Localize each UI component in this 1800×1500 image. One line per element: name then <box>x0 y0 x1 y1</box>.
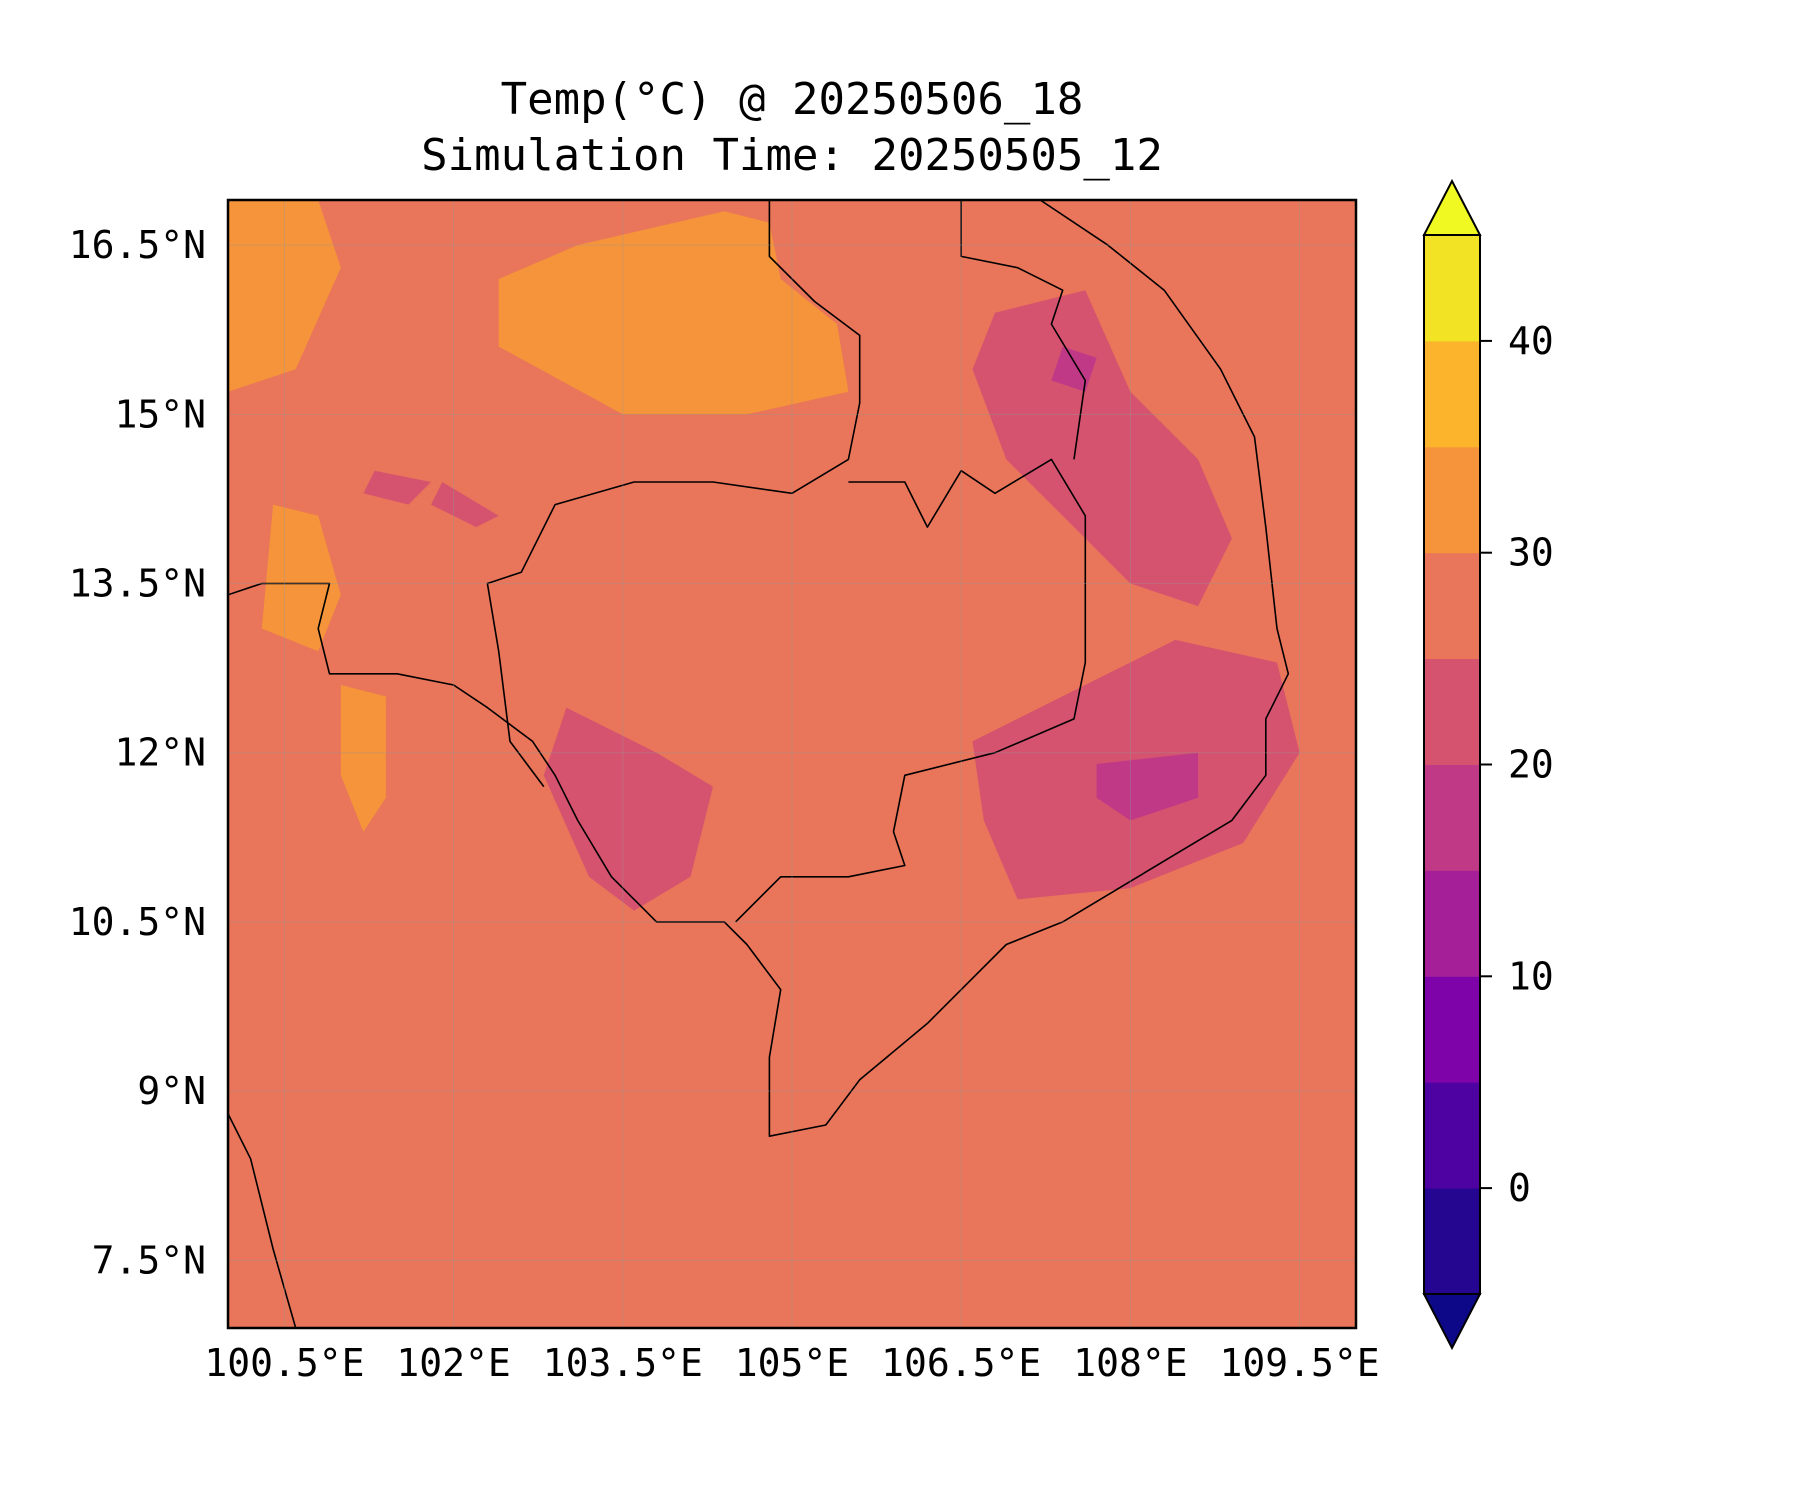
colorbar-segment <box>1424 340 1480 448</box>
country-border <box>960 200 1087 460</box>
colorbar-under-extension <box>1422 1293 1482 1351</box>
country-border <box>735 458 1087 923</box>
lon-tick-label: 109.5°E <box>1220 1341 1380 1385</box>
temperature-region-20-25 <box>363 470 431 505</box>
coastline <box>228 200 1290 1137</box>
temperature-region-30-35 <box>498 211 849 415</box>
temperature-region-20-25 <box>543 707 713 911</box>
lon-tick-label: 102°E <box>396 1341 510 1385</box>
lat-tick-label: 15°N <box>114 392 206 436</box>
chart-title: Temp(°C) @ 20250506_18 <box>500 74 1084 125</box>
lon-tick-labels: 100.5°E 102°E 103.5°E 105°E 106.5°E 108°E 109.… <box>204 1341 1379 1385</box>
temperature-region-20-25 <box>431 482 499 528</box>
colorbar-tick-label: 40 <box>1508 319 1554 363</box>
map-frame <box>226 198 1358 1330</box>
lat-tick-label: 12°N <box>114 731 206 775</box>
colorbar-segment <box>1424 1188 1480 1295</box>
lon-tick-label: 100.5°E <box>204 1341 364 1385</box>
lon-tick-label: 103.5°E <box>543 1341 703 1385</box>
colorbar-tick-label: 10 <box>1508 954 1554 998</box>
colorbar-tick-label: 30 <box>1508 531 1554 575</box>
colorbar-segment <box>1424 446 1480 554</box>
colorbar-segment <box>1424 658 1480 765</box>
colorbar-segment <box>1424 235 1480 342</box>
lat-tick-label: 16.5°N <box>69 223 206 267</box>
temperature-region-30-35 <box>340 685 386 832</box>
map-area <box>228 200 1356 1328</box>
temperature-region-30-35 <box>228 200 341 392</box>
gridlines <box>228 200 1356 1328</box>
coastline <box>228 1113 297 1328</box>
lat-tick-labels: 16.5°N 15°N 13.5°N 12°N 10.5°N 9°N 7.5°N <box>69 223 206 1282</box>
colorbar-segment <box>1424 552 1480 660</box>
colorbar-segment <box>1424 976 1480 1083</box>
colorbar-tick-label: 0 <box>1508 1166 1531 1210</box>
lat-tick-label: 10.5°N <box>69 900 206 944</box>
country-border <box>486 200 861 788</box>
lat-tick-label: 7.5°N <box>92 1238 206 1282</box>
lon-tick-label: 105°E <box>735 1341 849 1385</box>
lat-tick-label: 13.5°N <box>69 562 206 606</box>
colorbar-over-extension <box>1422 178 1482 236</box>
colorbar-tick-label: 20 <box>1508 743 1554 787</box>
chart-subtitle: Simulation Time: 20250505_12 <box>421 130 1163 181</box>
colorbar-segment <box>1424 1082 1480 1189</box>
lat-tick-label: 9°N <box>137 1069 206 1113</box>
colorbar-segment <box>1424 764 1480 871</box>
lon-tick-label: 106.5°E <box>881 1341 1041 1385</box>
colorbar: 0 10 20 30 40 <box>1422 178 1554 1351</box>
colorbar-segment <box>1424 870 1480 977</box>
temperature-region-20-25 <box>972 290 1232 607</box>
temperature-region-15-20 <box>1096 752 1199 821</box>
lon-tick-label: 108°E <box>1073 1341 1187 1385</box>
